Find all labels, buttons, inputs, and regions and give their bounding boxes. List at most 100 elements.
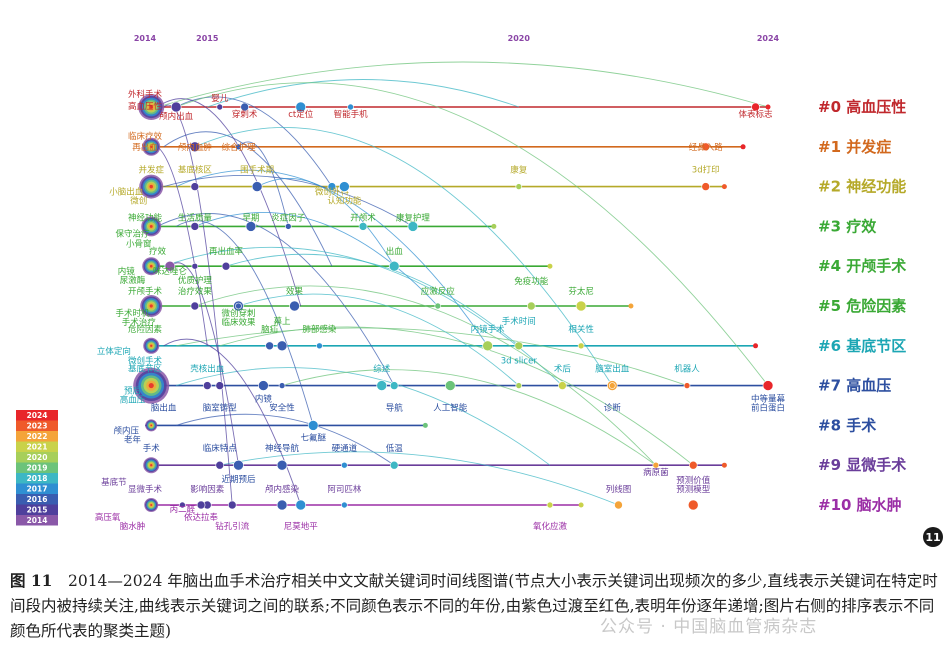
keyword-label: 围手术期 (240, 165, 274, 176)
cluster-label: #0 高血压性 (818, 98, 906, 116)
keyword-node (614, 500, 623, 510)
year-tick-label: 2020 (508, 34, 531, 43)
link-curve (207, 79, 519, 108)
legend-year-label: 2015 (27, 505, 48, 514)
link-curve (238, 141, 289, 227)
keyword-node (196, 500, 206, 510)
keyword-node (289, 300, 300, 312)
watermark: 公众号 · 中国脑血管病杂志 (600, 617, 818, 637)
keyword-node (407, 221, 419, 232)
keyword-label: 内镜手术 (471, 324, 506, 335)
keyword-node-hub (150, 424, 153, 427)
link-curve (175, 220, 314, 426)
cluster-label: #2 神经功能 (818, 178, 906, 196)
keyword-label: 颅内出血 (159, 111, 194, 122)
keyword-node (170, 101, 182, 113)
cluster-label: #8 手术 (818, 416, 876, 434)
keyword-label: 术后 (554, 364, 572, 375)
line-end-node (721, 462, 727, 468)
cluster-label: #5 危险因素 (818, 297, 906, 315)
keyword-label: 生活质量 (178, 212, 213, 223)
keyword-node (575, 300, 587, 312)
keyword-node (526, 301, 536, 311)
keyword-node (190, 301, 200, 311)
keyword-label: 危险因素 (128, 324, 163, 335)
keyword-label: 导航 (386, 403, 404, 414)
legend-swatch (16, 494, 58, 505)
figure-badge-number: 11 (925, 531, 940, 544)
keyword-node (190, 182, 200, 191)
keyword-label: 机器人 (674, 364, 700, 375)
legend-year-label: 2023 (27, 421, 48, 430)
keyword-node (284, 223, 292, 230)
cluster-label: #3 疗效 (818, 217, 877, 235)
keyword-label: 3d打印 (692, 165, 720, 176)
line-end-node (721, 184, 727, 190)
keyword-node-hub (149, 264, 153, 268)
cluster-label: #7 高血压 (818, 377, 891, 395)
figure-caption: 图 11 2014—2024 年脑出血手术治疗相关中文文献关键词时间线图谱(节点… (10, 568, 945, 644)
keyword-node-hub (148, 383, 154, 389)
keyword-node (307, 420, 319, 431)
keyword-node (235, 302, 242, 310)
keyword-node (265, 341, 274, 351)
keyword-label: 微创 (130, 196, 147, 207)
line-end-node (547, 263, 553, 269)
keyword-node (701, 142, 711, 152)
keyword-label: 手术时机 (116, 308, 151, 319)
keyword-label: 阿司匹林 (327, 484, 362, 495)
keyword-node (278, 382, 286, 389)
keyword-label: 免疫功能 (514, 276, 549, 287)
keyword-node (514, 341, 524, 351)
keyword-label: 再出血率 (209, 246, 244, 257)
keyword-label: 微创手术 (128, 356, 163, 367)
legend-year-label: 2018 (27, 474, 48, 483)
keyword-label: 保守治疗 (116, 228, 151, 239)
keyword-label: 临床效果 (221, 317, 256, 328)
timeline-chart: 2014 2015 2020 2024 外科手术 高血压性 颅内出血 婴儿 穿刺术 ct定位 智能手… (16, 34, 943, 547)
keyword-node (558, 381, 567, 390)
keyword-label: 咪达唑仑 (153, 266, 188, 277)
keyword-label: 手术 (143, 443, 161, 454)
keyword-node (687, 499, 699, 511)
keyword-label: 诊断 (604, 403, 622, 414)
cluster-label: #9 显微手术 (818, 456, 906, 474)
keyword-label: 临床特点 (203, 443, 238, 454)
keyword-label: 并发症 (138, 165, 164, 176)
keyword-label: 经鼻入路 (689, 142, 724, 153)
keyword-node (701, 182, 711, 191)
line-end-node (765, 104, 771, 110)
keyword-node (258, 380, 269, 391)
keyword-label: 钻孔引流 (215, 521, 250, 532)
cluster-label: #1 并发症 (818, 138, 891, 156)
keyword-node (276, 459, 288, 471)
caption-text: 2014—2024 年脑出血手术治疗相关中文文献关键词时间线图谱(节点大小表示关… (10, 572, 938, 640)
keyword-label: 综合护理 (221, 142, 256, 153)
keyword-node (235, 143, 242, 151)
legend-swatch (16, 441, 58, 452)
keyword-node (347, 103, 354, 111)
keyword-label: 脑疝 (261, 324, 279, 335)
keyword-label: 立体定向 (97, 346, 131, 357)
keyword-label: 列线图 (606, 484, 632, 495)
keyword-label: 效果 (286, 286, 304, 297)
keyword-label: 临床疗效 (128, 131, 163, 142)
keyword-label: 硬通道 (332, 443, 358, 454)
keyword-label: 优质护理 (178, 275, 213, 286)
keyword-label: 神经功能 (128, 212, 163, 223)
line-end-node (422, 422, 428, 428)
keyword-label: 开颅术 (350, 212, 376, 223)
legend-year-label: 2016 (27, 495, 48, 504)
keyword-label: 影响因素 (190, 484, 225, 495)
keyword-label: 康复 (510, 165, 528, 176)
keyword-node (515, 183, 523, 190)
keyword-node (389, 460, 399, 470)
keyword-label: 疗效 (149, 246, 167, 257)
keyword-label: 小脑出血 (109, 187, 144, 198)
keyword-node (339, 181, 350, 192)
link-curve (225, 253, 520, 347)
keyword-label: 穿刺术 (232, 109, 258, 120)
link-curve (175, 82, 769, 386)
keyword-label: 中等量幕 (751, 394, 786, 405)
